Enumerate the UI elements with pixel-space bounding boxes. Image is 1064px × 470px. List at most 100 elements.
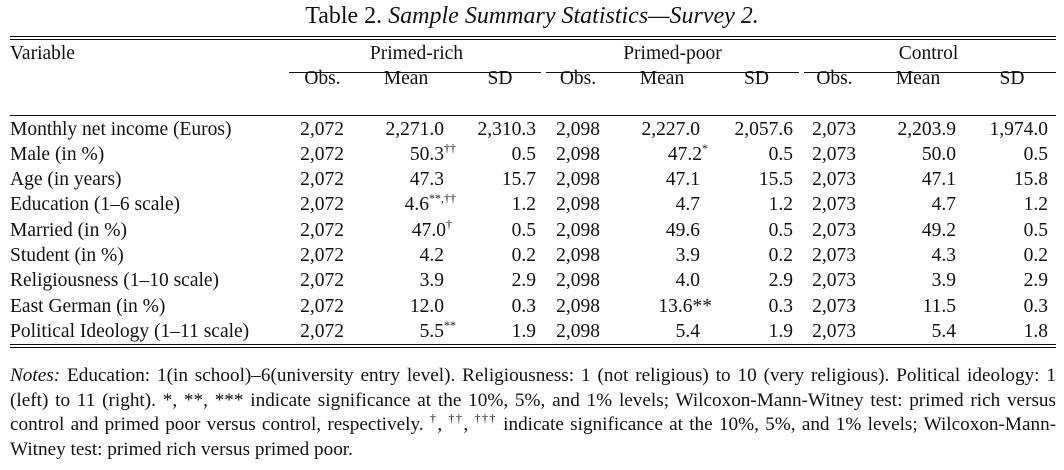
- group-rule-control: [804, 72, 1056, 73]
- cell-mean: 5.5**: [356, 319, 456, 344]
- cell-mean: 4.6**,††: [356, 192, 456, 218]
- cell-sd: 0.3: [1023, 295, 1049, 317]
- cell-sd: 1.2: [768, 194, 793, 216]
- cell-mean: 47.1: [612, 167, 712, 192]
- cell-obs: 2,098: [556, 143, 600, 165]
- cell-sd: 0.5: [1023, 219, 1049, 241]
- row-label: East German (in %): [10, 295, 166, 317]
- mean-value: 4.2: [419, 245, 444, 267]
- bottom-double-rule: [10, 344, 1056, 348]
- table-row: Married (in %) 2,072 47.0† 0.5 2,098 49.6 0.5 2…: [10, 218, 1056, 243]
- cell-sd: 0.2: [511, 245, 536, 267]
- cell-obs: 2,073: [812, 320, 856, 342]
- cell-mean: 12.0: [356, 294, 456, 319]
- mean-value: 47.3: [409, 169, 444, 191]
- cell-obs: 2,098: [556, 295, 600, 317]
- cell-sd: 0.3: [768, 295, 793, 317]
- cell-obs: 2,098: [556, 118, 600, 140]
- cell-obs: 2,098: [556, 219, 600, 241]
- cell-mean: 47.3: [356, 167, 456, 192]
- cell-mean: 4.2: [356, 243, 456, 268]
- mean-value: 4.7: [675, 194, 700, 216]
- row-label: Student (in %): [10, 245, 124, 267]
- mean-value: 5.4: [931, 320, 956, 342]
- column-header-sd: SD: [999, 67, 1025, 89]
- mean-value: 4.7: [931, 194, 956, 216]
- table-title: Table 2. Sample Summary Statistics—Surve…: [0, 1, 1064, 31]
- column-group-primed-rich: Primed-rich: [369, 42, 464, 64]
- column-group-primed-poor: Primed-poor: [623, 42, 722, 64]
- cell-obs: 2,073: [812, 169, 856, 191]
- cell-obs: 2,098: [556, 194, 600, 216]
- cell-obs: 2,073: [812, 219, 856, 241]
- cell-obs: 2,073: [812, 245, 856, 267]
- table-caption: Sample Summary Statistics—Survey 2.: [388, 3, 759, 29]
- cell-mean: 4.7: [612, 193, 712, 218]
- mean-value: 3.9: [931, 270, 956, 292]
- cell-mean: 50.3††: [356, 142, 456, 167]
- table-row: Monthly net income (Euros) 2,072 2,271.0 2,…: [10, 117, 1056, 142]
- column-header-sd: SD: [744, 67, 769, 89]
- mean-value: 5.5: [419, 320, 444, 342]
- mean-value: 4.6: [404, 194, 429, 216]
- cell-obs: 2,072: [300, 245, 344, 267]
- row-label: Age (in years): [10, 169, 122, 191]
- column-header-mean: Mean: [639, 67, 685, 89]
- mean-value: 2,203.9: [897, 118, 957, 140]
- cell-obs: 2,073: [812, 194, 856, 216]
- notes-sep: ,: [463, 414, 475, 435]
- mean-value: 12.0: [409, 295, 444, 317]
- top-double-rule: [10, 36, 1056, 40]
- row-label: Religiousness (1–10 scale): [10, 270, 220, 292]
- cell-obs: 2,073: [812, 143, 856, 165]
- summary-statistics-table: Variable Primed-rich Primed-poor Control…: [10, 41, 1056, 345]
- header-bottom-rule: [10, 115, 1056, 116]
- cell-sd: 2.9: [1023, 270, 1049, 292]
- significance-marker: ††: [444, 140, 456, 155]
- cell-mean: 47.2*: [612, 142, 712, 167]
- cell-obs: 2,072: [300, 295, 344, 317]
- row-label: Monthly net income (Euros): [10, 118, 232, 140]
- column-header-mean: Mean: [383, 67, 429, 89]
- cell-sd: 1.2: [511, 194, 536, 216]
- cell-sd: 15.5: [758, 169, 793, 191]
- cell-sd: 1.8: [1023, 320, 1049, 342]
- cell-obs: 2,098: [556, 320, 600, 342]
- cell-sd: 15.8: [1013, 169, 1049, 191]
- mean-value: 11.5: [922, 295, 956, 317]
- row-label: Political Ideology (1–11 scale): [10, 320, 250, 342]
- column-header-obs: Obs.: [304, 67, 341, 89]
- table-row: Political Ideology (1–11 scale) 2,072 5.5*…: [10, 319, 1056, 344]
- significance-marker: †: [446, 216, 452, 231]
- cell-mean: 5.4: [612, 319, 712, 344]
- cell-sd: 2,310.3: [477, 118, 537, 140]
- cell-obs: 2,072: [300, 219, 344, 241]
- cell-sd: 0.3: [511, 295, 536, 317]
- mean-value: 49.2: [921, 219, 956, 241]
- cell-sd: 2.9: [768, 270, 793, 292]
- notes-text-continued: indicate significance at the 10%, 5%, an…: [10, 414, 1057, 460]
- mean-value: 47.1: [921, 169, 956, 191]
- cell-obs: 2,072: [300, 270, 344, 292]
- table-row: Religiousness (1–10 scale) 2,072 3.9 2.9 2,0…: [10, 269, 1056, 294]
- mean-value: 2,227.0: [641, 118, 701, 140]
- mean-value: 5.4: [675, 320, 700, 342]
- cell-obs: 2,072: [300, 143, 344, 165]
- cell-mean: 13.6**: [612, 294, 712, 319]
- mean-value: 49.6: [665, 219, 700, 241]
- mean-value: 3.9: [419, 270, 444, 292]
- cell-sd: 0.5: [511, 219, 536, 241]
- cell-obs: 2,098: [556, 245, 600, 267]
- mean-value: 3.9: [675, 245, 700, 267]
- column-header-obs: Obs.: [559, 67, 597, 89]
- table-notes: Notes: Education: 1(in school)–6(univers…: [10, 364, 1056, 462]
- cell-sd: 0.2: [768, 245, 793, 267]
- column-header-obs: Obs.: [816, 67, 853, 89]
- cell-obs: 2,098: [556, 169, 600, 191]
- cell-sd: 0.2: [1023, 245, 1049, 267]
- cell-obs: 2,073: [812, 270, 856, 292]
- table-number: Table 2.: [305, 3, 383, 29]
- table-row: Age (in years) 2,072 47.3 15.7 2,098 47.1 15.5…: [10, 167, 1056, 192]
- cell-obs: 2,072: [300, 194, 344, 216]
